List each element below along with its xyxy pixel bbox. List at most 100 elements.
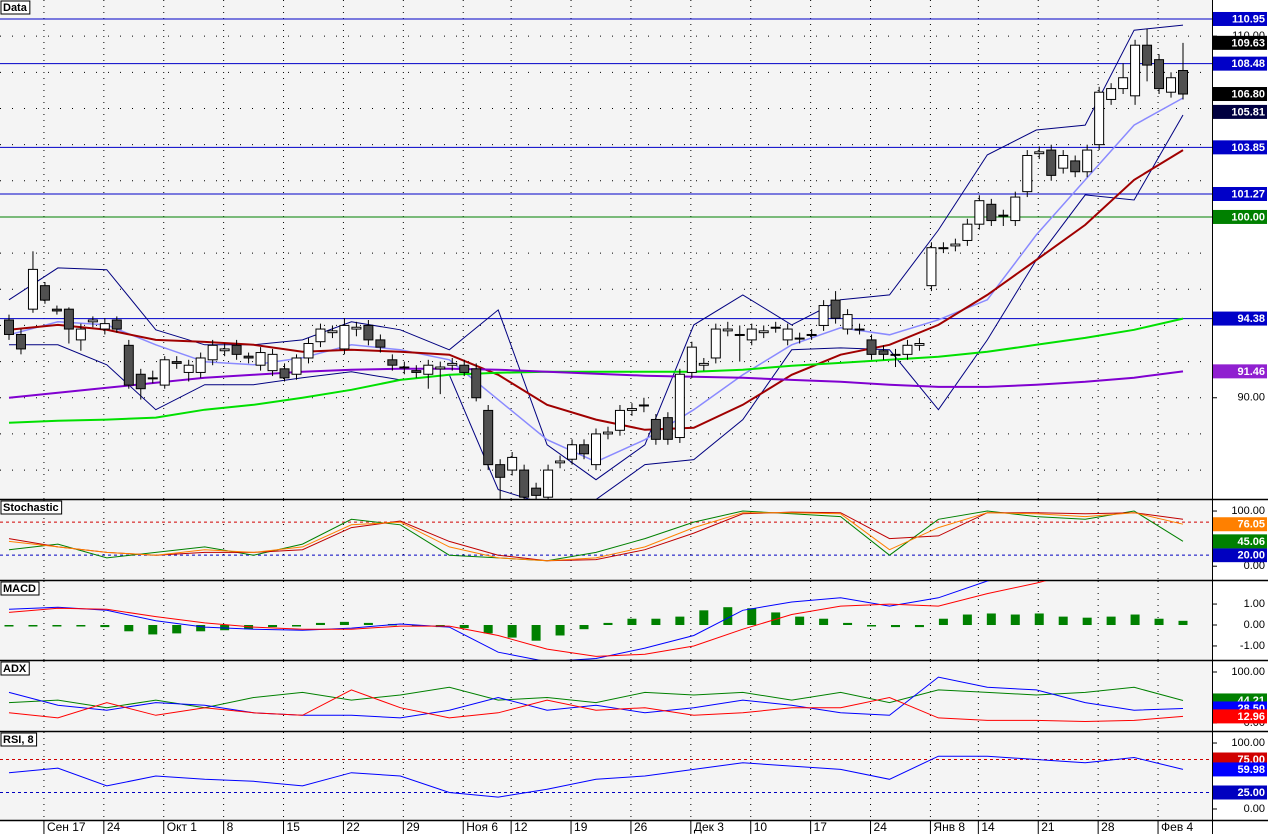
price-label: 106.80 xyxy=(1231,88,1265,100)
candle-body xyxy=(291,357,302,375)
candle-body xyxy=(1118,77,1129,90)
histogram-bar xyxy=(483,625,493,634)
candle-body xyxy=(111,319,122,330)
candle-body xyxy=(806,333,817,336)
price-label: 91.46 xyxy=(1237,366,1265,378)
x-tick-label: 12 xyxy=(514,820,528,834)
x-tick-label: 17 xyxy=(814,820,828,834)
panel-title-box xyxy=(0,581,40,596)
price-line-label-box xyxy=(1213,209,1267,224)
price-label-box xyxy=(1213,35,1267,50)
candle-body xyxy=(722,328,733,332)
panel-title-group: ADX xyxy=(0,661,30,676)
histogram-bar xyxy=(292,625,302,627)
candle-body xyxy=(591,433,601,466)
candle-body xyxy=(195,357,206,373)
candle-body xyxy=(926,247,937,287)
candle-body xyxy=(1130,44,1141,97)
candle-body xyxy=(375,339,386,348)
candle-body xyxy=(15,333,26,350)
candle-body xyxy=(579,444,590,455)
histogram-bar xyxy=(795,616,805,626)
candle-body xyxy=(638,404,649,407)
price-label: 105.81 xyxy=(1231,106,1265,118)
histogram-bar xyxy=(962,614,972,626)
candle-body xyxy=(435,366,446,370)
candle-body xyxy=(339,324,350,350)
y-tick-label: 0.00 xyxy=(1244,803,1265,815)
candle-body xyxy=(1022,154,1033,193)
candle-body xyxy=(998,214,1009,217)
candle-body xyxy=(878,350,889,355)
plot-background xyxy=(0,0,1212,820)
candle-body xyxy=(255,352,266,366)
panel-title-group: MACD xyxy=(0,581,40,596)
histogram-bar xyxy=(675,616,685,626)
price-line-label-box xyxy=(1213,140,1267,155)
histogram-bar xyxy=(914,625,924,628)
candle-body xyxy=(842,314,853,330)
candle-body xyxy=(99,323,110,330)
x-tick-label: 15 xyxy=(287,820,301,834)
candle-body xyxy=(1154,59,1165,90)
x-tick-label: Сен 17 xyxy=(47,820,86,834)
candle-body xyxy=(267,353,278,372)
candle-body xyxy=(818,305,829,326)
candle-body xyxy=(890,353,901,356)
candle-body xyxy=(1046,149,1057,176)
y-tick-label: 100.00 xyxy=(1231,666,1265,678)
candle-body xyxy=(75,328,86,341)
y-tick-label: 1.00 xyxy=(1244,598,1265,610)
candle-body xyxy=(974,200,985,225)
candle-body xyxy=(495,464,506,478)
histogram-bar xyxy=(890,625,900,628)
candle-body xyxy=(602,431,613,435)
candle-body xyxy=(4,319,14,335)
panel xyxy=(4,581,1188,660)
level-label-box xyxy=(1213,785,1267,800)
indicator-line xyxy=(8,510,1184,562)
candle-body xyxy=(327,330,338,334)
x-tick-label: 28 xyxy=(1101,820,1115,834)
histogram-bar xyxy=(1130,614,1140,626)
candle-body xyxy=(902,344,913,355)
indicator-line xyxy=(8,676,1184,719)
histogram-bar xyxy=(819,618,829,626)
candle-body xyxy=(279,368,290,379)
x-tick-label: 19 xyxy=(574,820,588,834)
histogram-bar xyxy=(1034,613,1044,626)
indicator-line xyxy=(8,317,1184,424)
candle-body xyxy=(746,328,757,341)
histogram-bar xyxy=(531,625,541,641)
candle-body xyxy=(830,299,841,319)
x-tick-label: 10 xyxy=(754,820,768,834)
panel-title: Data xyxy=(3,2,28,14)
series-last-label: 45.06 xyxy=(1237,536,1265,548)
histogram-bar xyxy=(579,625,589,630)
candle-body xyxy=(135,373,146,390)
candle-body xyxy=(758,330,769,334)
x-tick-label: 29 xyxy=(406,820,420,834)
candle-body xyxy=(351,326,362,330)
histogram-bar xyxy=(1058,616,1068,626)
x-tick-label: Дек 3 xyxy=(694,820,724,834)
candle-body xyxy=(51,308,62,312)
candle-body xyxy=(1070,160,1081,173)
series-last-label-box xyxy=(1213,534,1267,549)
y-tick-label: 90.00 xyxy=(1237,392,1265,404)
series-last-label-box xyxy=(1213,762,1267,777)
candle-body xyxy=(423,364,434,375)
indicator-line xyxy=(8,512,1184,562)
indicator-line xyxy=(8,755,1184,798)
price-line-label-box xyxy=(1213,56,1267,71)
panel-title: RSI, 8 xyxy=(3,734,34,746)
histogram-bar xyxy=(4,625,14,627)
candle-body xyxy=(387,359,398,366)
price-line-label: 108.48 xyxy=(1231,58,1265,70)
candle-body xyxy=(183,364,194,373)
panel xyxy=(0,500,1212,580)
histogram-bar xyxy=(315,622,325,626)
level-label: 25.00 xyxy=(1237,787,1265,799)
candle-body xyxy=(866,339,877,355)
